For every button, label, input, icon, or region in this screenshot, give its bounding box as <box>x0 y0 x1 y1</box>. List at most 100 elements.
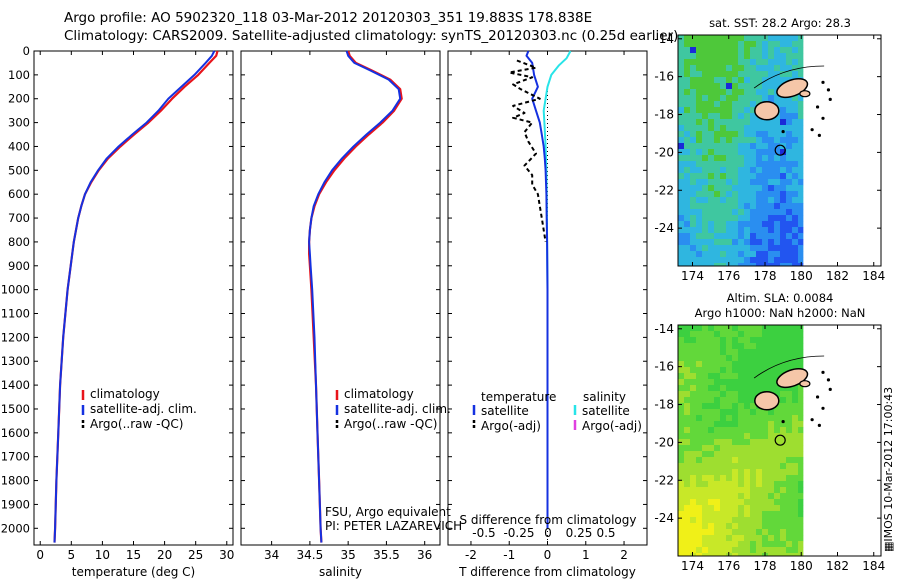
sla-map-cell <box>780 385 787 392</box>
sst-map-cell <box>744 197 751 204</box>
sla-map-cell <box>714 343 721 350</box>
sla-map-cell <box>708 499 715 506</box>
sst-map-cell <box>744 173 751 180</box>
sla-map-cell <box>720 385 727 392</box>
sla-map-cell <box>738 511 745 518</box>
sst-map-cell <box>684 125 691 132</box>
sst-map-cell <box>702 119 709 126</box>
sla-map-cell <box>714 427 721 434</box>
sla-map-cell <box>756 481 763 488</box>
sst-map-cell <box>714 137 721 144</box>
sst-map-cell <box>786 221 793 228</box>
sla-map-cell <box>780 391 787 398</box>
sla-map-cell <box>762 451 769 458</box>
sst-map-cell <box>726 221 733 228</box>
sst-map-cell <box>798 41 804 48</box>
sst-map-cell <box>750 221 757 228</box>
sla-map-cell <box>780 493 787 500</box>
sla-map-cell <box>762 349 769 356</box>
sla-map-cell <box>738 547 745 554</box>
sst-map-cell <box>678 125 685 132</box>
sla-map-cell <box>738 487 745 494</box>
sst-map-cell <box>750 167 757 174</box>
sst-map-cell <box>744 47 751 54</box>
sst-map-cell <box>738 215 745 222</box>
diff-legend-s-sat-label: satellite <box>582 404 630 418</box>
sla-map-cell <box>708 343 715 350</box>
sst-map-cell <box>732 179 739 186</box>
sla-map-cell <box>792 361 799 368</box>
sla-map-cell <box>744 349 751 356</box>
sla-map-cell <box>756 487 763 494</box>
sst-map-cell <box>786 53 793 60</box>
sla-map-cell <box>750 403 757 410</box>
sla-map-cell <box>720 541 727 548</box>
sst-map-cell <box>738 89 745 96</box>
sla-map-cell <box>738 535 745 542</box>
sla-map-cell <box>678 337 685 344</box>
sla-map-cell <box>690 343 697 350</box>
sla-map-cell <box>720 391 727 398</box>
sst-map-cell <box>720 239 727 246</box>
sst-map-cell <box>780 137 787 144</box>
sla-map-cell <box>726 337 733 344</box>
sla-map-cell <box>720 373 727 380</box>
sst-map-cell <box>702 35 709 42</box>
sla-map-cell <box>678 355 685 362</box>
sst-islet <box>815 105 820 109</box>
sla-map-cell <box>774 355 781 362</box>
sst-map-cell <box>750 233 757 240</box>
sla-map-cell <box>798 457 804 464</box>
depth-tick-label: 400 <box>8 139 30 153</box>
sst-map-cell <box>738 107 745 114</box>
sst-map-cell <box>678 215 685 222</box>
sst-map-cell <box>738 221 745 228</box>
sla-map-cell <box>732 535 739 542</box>
diff-legend-salinity-title: salinity <box>583 390 626 404</box>
sla-map-cell <box>678 331 685 338</box>
sla-map-cell <box>708 529 715 536</box>
sst-map-cell <box>684 215 691 222</box>
sla-map-cell <box>774 499 781 506</box>
sst-map-cell <box>708 41 715 48</box>
sst-map-cell <box>732 173 739 180</box>
sla-map-cell <box>708 367 715 374</box>
sla-map-cell <box>720 517 727 524</box>
sla-map-cell <box>756 379 763 386</box>
sst-map-cell <box>780 65 787 72</box>
sst-map-cell <box>786 95 793 102</box>
sla-map-cell <box>798 397 804 404</box>
sst-map-cell <box>684 77 691 84</box>
sst-map-cell <box>762 239 769 246</box>
sla-map-cell <box>732 553 739 557</box>
sst-map-cell <box>786 227 793 234</box>
sst-map-cell <box>702 101 709 108</box>
sst-map-cell <box>762 215 769 222</box>
sst-map-cell <box>762 179 769 186</box>
sla-map-cell <box>678 487 685 494</box>
sla-islet <box>817 423 821 427</box>
sst-map-cell <box>720 149 727 156</box>
sla-map-cell <box>690 505 697 512</box>
sla-map-cell <box>702 475 709 482</box>
sla-map-cell <box>750 529 757 536</box>
sst-map-cell <box>732 125 739 132</box>
sla-map-cell <box>726 469 733 476</box>
sla-map-cell <box>780 481 787 488</box>
sst-map-cell <box>798 143 804 150</box>
salinity-xtick-label: 34.5 <box>297 548 324 562</box>
sst-map-cell <box>780 101 787 108</box>
sla-map-cell <box>720 415 727 422</box>
sst-map-cell <box>678 83 685 90</box>
sla-map-cell <box>762 367 769 374</box>
sla-map-cell <box>750 547 757 554</box>
sst-map-cell <box>696 251 703 258</box>
sst-map-cell <box>738 59 745 66</box>
sla-map-cell <box>678 535 685 542</box>
sla-map-cell <box>798 487 804 494</box>
sla-map-cell <box>756 499 763 506</box>
sst-map-cell <box>750 53 757 60</box>
sla-map-cell <box>798 535 804 542</box>
sla-map-cell <box>684 391 691 398</box>
sla-map-cell <box>756 427 763 434</box>
